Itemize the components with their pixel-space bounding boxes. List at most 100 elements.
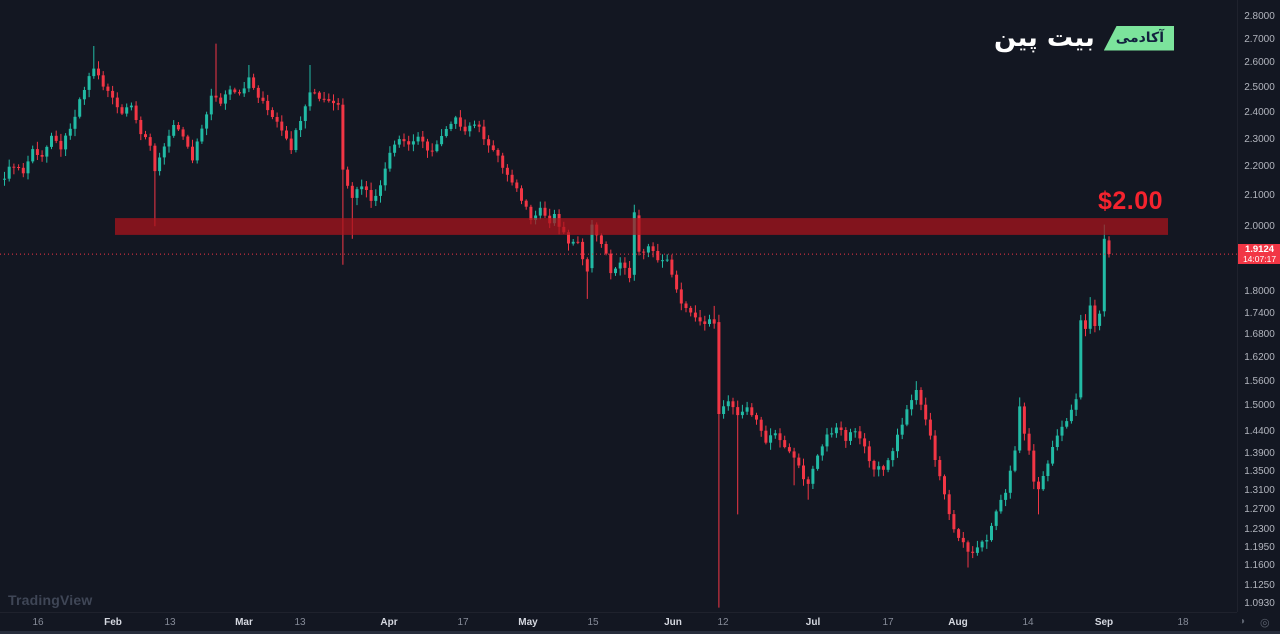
candle-body bbox=[867, 446, 871, 462]
candle-body bbox=[379, 185, 382, 196]
candle-body bbox=[195, 141, 199, 161]
candle-body bbox=[346, 169, 350, 186]
candle-body bbox=[280, 121, 284, 131]
candle-body bbox=[1008, 470, 1012, 493]
chart-canvas[interactable] bbox=[0, 0, 1237, 612]
tradingview-logo[interactable]: TradingView bbox=[8, 592, 93, 608]
candle-body bbox=[764, 430, 768, 443]
candle-body bbox=[266, 100, 270, 111]
candle-body bbox=[689, 307, 693, 313]
window-bottom-edge bbox=[0, 631, 1280, 634]
candle-body bbox=[957, 529, 961, 538]
candle-body bbox=[40, 155, 44, 157]
candle-body bbox=[172, 125, 176, 136]
price-axis[interactable]: 1.9124 14:07:17 2.8000 2.7000 2.6000 2.5000… bbox=[1237, 0, 1280, 612]
candle-body bbox=[256, 87, 260, 98]
time-axis[interactable]: 16 Feb 13 Mar 13 Apr 17 May 15 Jun 12 Jul 17 Aug 14 Sep… bbox=[0, 612, 1237, 634]
candle-body bbox=[285, 130, 288, 139]
candle-body bbox=[1065, 421, 1069, 427]
candle-body bbox=[416, 136, 420, 142]
price-tick: 1.7400 bbox=[1244, 308, 1275, 319]
candle-body bbox=[191, 146, 194, 161]
candle-body bbox=[1079, 320, 1083, 398]
candle-body bbox=[830, 433, 834, 435]
price-tick: 1.5000 bbox=[1244, 400, 1275, 411]
candle-body bbox=[228, 89, 232, 95]
time-tick-14: 14 bbox=[1022, 617, 1034, 628]
time-tick-12: 12 bbox=[717, 617, 729, 628]
candle-body bbox=[581, 241, 585, 260]
candle-body bbox=[675, 274, 679, 290]
time-tick-may: May bbox=[518, 617, 538, 628]
candle-body bbox=[567, 232, 570, 244]
candle-body bbox=[97, 68, 100, 76]
candle-body bbox=[740, 411, 744, 416]
candle-body bbox=[106, 86, 110, 91]
candle-body bbox=[35, 149, 39, 155]
candle-body bbox=[783, 440, 787, 448]
candle-body bbox=[928, 419, 932, 436]
supply-zone-price-label[interactable]: $2.00 bbox=[1098, 187, 1164, 215]
price-tick: 1.2300 bbox=[1244, 524, 1275, 535]
candle-body bbox=[933, 435, 937, 460]
candle-body bbox=[205, 114, 209, 129]
candle-body bbox=[712, 319, 716, 324]
timezone-clock-icon[interactable]: ◑ bbox=[1239, 616, 1246, 627]
candle-body bbox=[938, 460, 942, 477]
candle-body bbox=[299, 121, 303, 131]
candle-body bbox=[943, 476, 946, 495]
candle-body bbox=[393, 144, 397, 153]
time-tick-mar: Mar bbox=[235, 617, 253, 628]
candle-body bbox=[167, 135, 171, 147]
candle-body bbox=[750, 407, 754, 416]
candle-body bbox=[834, 427, 838, 434]
candle-body bbox=[924, 404, 928, 420]
candle-body bbox=[139, 120, 143, 135]
chart-pane[interactable]: $2.00 بیت پین آکادمی TradingView bbox=[0, 0, 1237, 612]
candle-body bbox=[999, 499, 1003, 512]
axis-corner: ◑ ◎ bbox=[1237, 612, 1280, 634]
candle-body bbox=[1041, 476, 1045, 490]
time-tick-jul: Jul bbox=[805, 617, 821, 628]
candle-body bbox=[158, 157, 162, 172]
candle-body bbox=[797, 457, 801, 466]
academy-badge: آکادمی bbox=[1103, 25, 1174, 51]
price-tick: 1.1950 bbox=[1244, 542, 1275, 553]
candle-body bbox=[59, 140, 63, 150]
price-tick: 1.6200 bbox=[1244, 352, 1275, 363]
candle-body bbox=[975, 547, 979, 553]
candle-body bbox=[656, 251, 660, 261]
candle-body bbox=[186, 136, 190, 147]
candle-body bbox=[1093, 305, 1097, 326]
candle-body bbox=[787, 447, 791, 452]
candle-body bbox=[73, 116, 77, 129]
time-tick-apr: Apr bbox=[380, 617, 398, 628]
price-tick: 1.3100 bbox=[1244, 485, 1275, 496]
candle-body bbox=[426, 141, 429, 151]
candle-body bbox=[463, 126, 467, 132]
candle-body bbox=[238, 92, 241, 94]
candle-body bbox=[773, 433, 777, 436]
candle-body bbox=[543, 207, 547, 216]
candle-body bbox=[736, 407, 740, 416]
price-tick: 2.7000 bbox=[1244, 34, 1275, 45]
candle-body bbox=[825, 434, 829, 447]
candle-body bbox=[129, 105, 133, 108]
price-tick: 1.1250 bbox=[1244, 580, 1275, 591]
candle-body bbox=[487, 139, 491, 146]
candle-body bbox=[482, 126, 486, 140]
supply-zone-band[interactable] bbox=[115, 218, 1168, 235]
scale-settings-icon[interactable]: ◎ bbox=[1260, 617, 1270, 629]
candle-body bbox=[162, 146, 166, 158]
candle-body bbox=[853, 431, 857, 433]
candle-body bbox=[261, 97, 265, 101]
candle-body bbox=[1046, 463, 1050, 476]
candle-body bbox=[609, 253, 613, 274]
time-tick-13: 13 bbox=[164, 617, 176, 628]
candle-body bbox=[863, 438, 867, 447]
candle-body bbox=[477, 124, 481, 127]
candle-body bbox=[1027, 433, 1031, 451]
candle-body bbox=[181, 129, 185, 137]
candle-body bbox=[646, 246, 650, 253]
candle-body bbox=[176, 125, 180, 130]
